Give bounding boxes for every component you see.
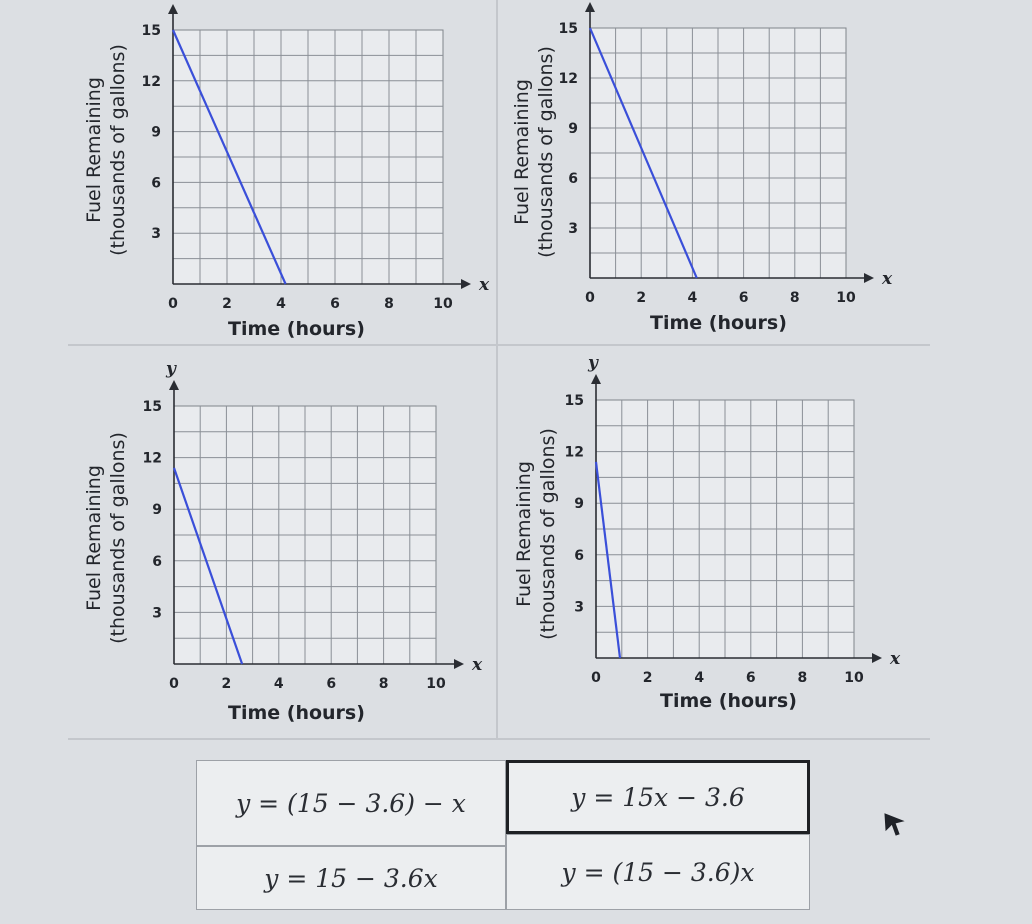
y-tick-label: 12 bbox=[565, 445, 584, 461]
x-tick-label: 4 bbox=[276, 296, 286, 312]
x-tick-label: 10 bbox=[433, 296, 453, 312]
y-axis-arrow-icon bbox=[169, 380, 179, 390]
y-tick-label: 6 bbox=[574, 548, 584, 564]
x-axis-name: x bbox=[881, 269, 893, 289]
panel-divider-bottom bbox=[68, 738, 930, 740]
x-tick-label: 0 bbox=[168, 296, 178, 312]
y-axis-arrow-icon bbox=[168, 4, 178, 14]
x-tick-label: 6 bbox=[746, 670, 756, 686]
y-tick-label: 15 bbox=[565, 393, 584, 409]
y-tick-label: 6 bbox=[151, 175, 161, 191]
x-tick-label: 8 bbox=[798, 670, 808, 686]
x-axis-arrow-icon bbox=[454, 659, 464, 669]
y-axis-name: y bbox=[587, 353, 599, 373]
x-tick-label: 2 bbox=[222, 676, 232, 692]
x-tick-label: 2 bbox=[222, 296, 232, 312]
answer-choice-4[interactable]: y = (15 − 3.6)x bbox=[506, 834, 810, 910]
y-tick-label: 12 bbox=[142, 74, 161, 90]
panel-divider-horizontal bbox=[68, 344, 930, 346]
x-axis-label: Time (hours) bbox=[650, 312, 787, 334]
y-tick-label: 3 bbox=[152, 605, 162, 621]
x-tick-label: 2 bbox=[643, 670, 653, 686]
y-tick-label: 9 bbox=[151, 125, 161, 141]
x-axis-name: x bbox=[471, 655, 483, 675]
x-tick-label: 6 bbox=[326, 676, 336, 692]
answer-choice-1[interactable]: y = (15 − 3.6) − x bbox=[196, 760, 506, 846]
panel-divider-vertical bbox=[496, 0, 498, 740]
x-tick-label: 8 bbox=[384, 296, 394, 312]
chart-d-plot: x y 0 2 4 6 8 10 3 6 9 12 15 bbox=[565, 353, 901, 686]
x-axis-label: Time (hours) bbox=[228, 702, 365, 724]
y-tick-label: 9 bbox=[568, 121, 578, 137]
answer-choice-2[interactable]: y = 15x − 3.6 bbox=[506, 760, 810, 834]
x-tick-label: 4 bbox=[694, 670, 704, 686]
x-tick-label: 10 bbox=[844, 670, 864, 686]
x-tick-label: 8 bbox=[379, 676, 389, 692]
x-tick-label: 10 bbox=[836, 290, 856, 306]
mouse-cursor-icon bbox=[884, 813, 905, 836]
y-axis-arrow-icon bbox=[591, 374, 601, 384]
y-tick-label: 12 bbox=[143, 451, 162, 467]
x-axis-arrow-icon bbox=[461, 279, 471, 289]
chart-a-plot: x 0 2 4 6 8 10 3 6 9 12 15 bbox=[142, 4, 490, 312]
x-axis-label: Time (hours) bbox=[228, 318, 365, 340]
x-axis-label: Time (hours) bbox=[660, 690, 797, 712]
x-axis-name: x bbox=[478, 275, 490, 295]
x-tick-label: 2 bbox=[636, 290, 646, 306]
chart-b-plot: x 0 2 4 6 8 10 3 6 9 12 15 bbox=[559, 2, 893, 306]
x-tick-label: 6 bbox=[330, 296, 340, 312]
x-axis-name: x bbox=[889, 649, 901, 669]
y-tick-label: 12 bbox=[559, 71, 578, 87]
y-tick-label: 3 bbox=[568, 221, 578, 237]
x-tick-label: 10 bbox=[426, 676, 446, 692]
answer-choices: y = (15 − 3.6) − x y = 15x − 3.6 y = 15 … bbox=[196, 760, 810, 910]
x-tick-label: 0 bbox=[169, 676, 179, 692]
x-tick-label: 8 bbox=[790, 290, 800, 306]
y-tick-label: 3 bbox=[574, 599, 584, 615]
y-tick-label: 15 bbox=[559, 21, 578, 37]
series-line bbox=[594, 461, 622, 659]
y-tick-label: 15 bbox=[142, 23, 161, 39]
y-axis-arrow-icon bbox=[585, 2, 595, 12]
y-tick-label: 9 bbox=[574, 496, 584, 512]
series-line bbox=[172, 467, 244, 665]
x-tick-label: 0 bbox=[585, 290, 595, 306]
answer-choice-3[interactable]: y = 15 − 3.6x bbox=[196, 846, 506, 910]
y-axis-name: y bbox=[165, 359, 177, 379]
x-tick-label: 4 bbox=[274, 676, 284, 692]
x-tick-label: 4 bbox=[688, 290, 698, 306]
y-tick-label: 6 bbox=[152, 554, 162, 570]
y-tick-label: 15 bbox=[143, 399, 162, 415]
y-tick-label: 6 bbox=[568, 171, 578, 187]
x-tick-label: 6 bbox=[739, 290, 749, 306]
chart-c-plot: x y 0 2 4 6 8 10 3 6 9 12 15 bbox=[143, 359, 483, 692]
x-axis-arrow-icon bbox=[864, 273, 874, 283]
series-line bbox=[171, 29, 287, 285]
x-axis-arrow-icon bbox=[872, 653, 882, 663]
y-tick-label: 3 bbox=[151, 226, 161, 242]
y-tick-label: 9 bbox=[152, 502, 162, 518]
series-line bbox=[588, 27, 698, 279]
x-tick-label: 0 bbox=[591, 670, 601, 686]
